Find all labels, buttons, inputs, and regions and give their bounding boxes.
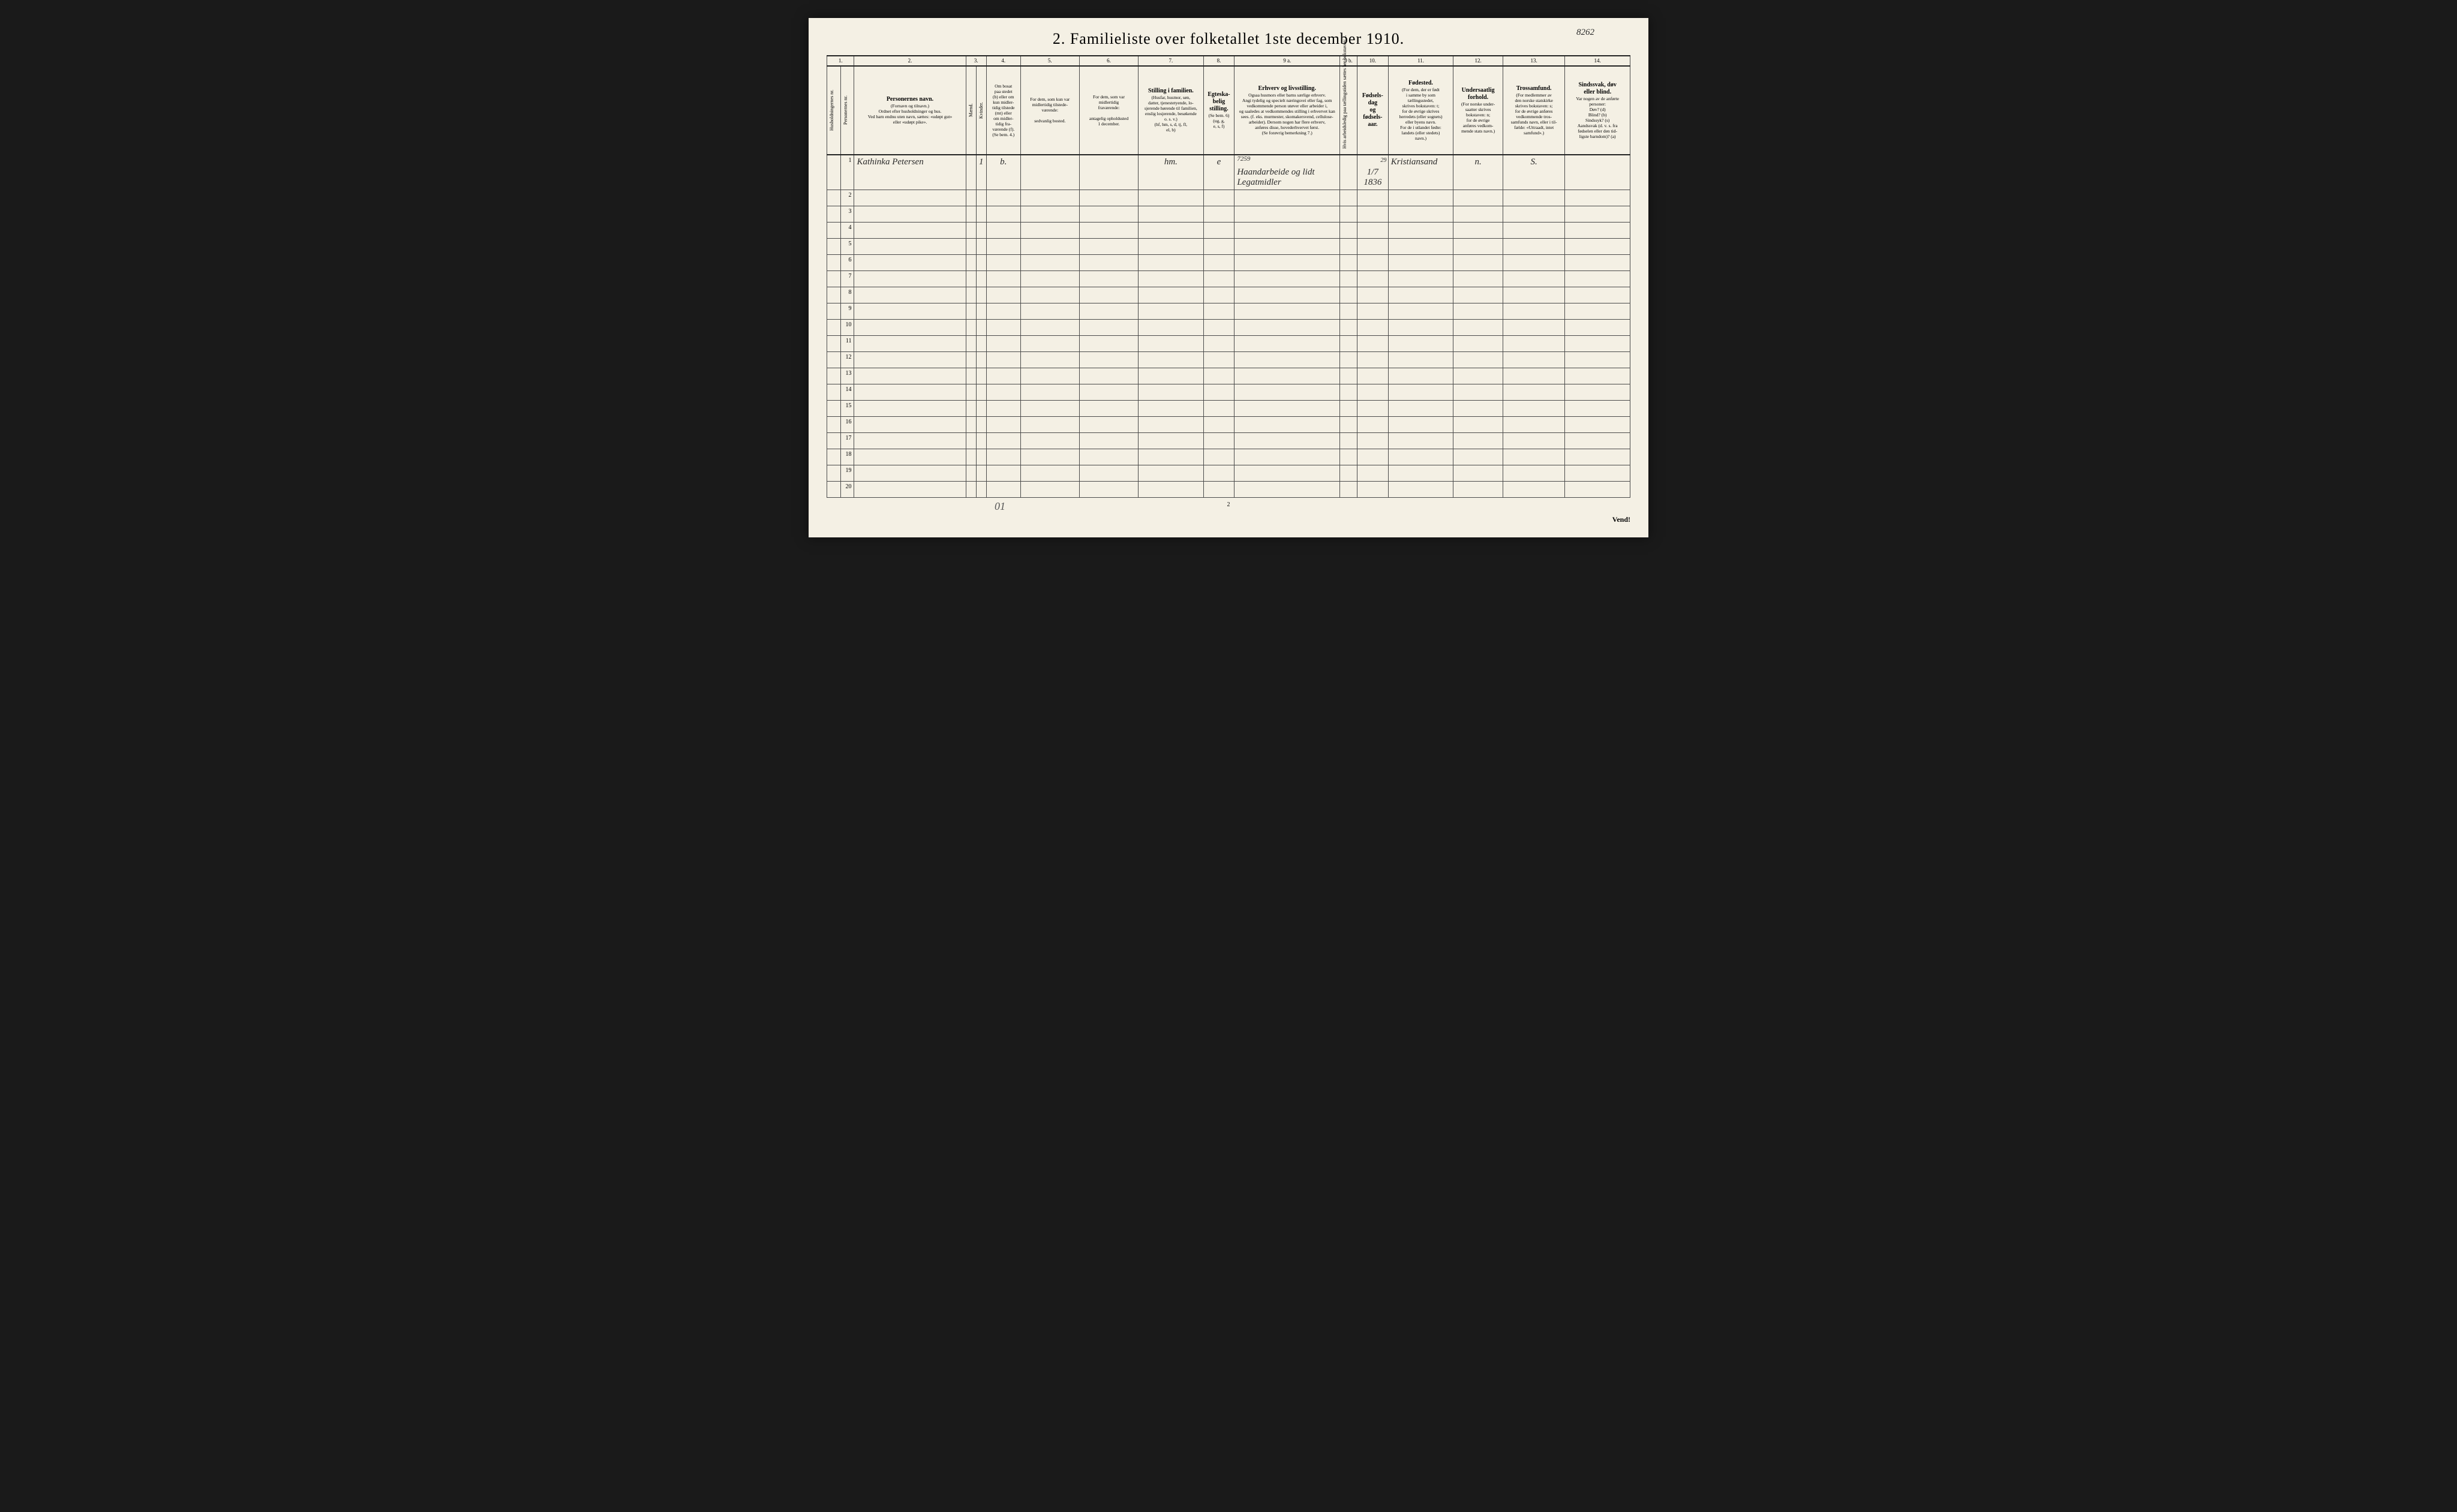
colnum: 1.: [827, 56, 854, 66]
table-row: 7: [827, 270, 1630, 287]
header-midl-tilstede: For dem, som kun var midlertidig tilsted…: [1020, 66, 1079, 155]
page-footer: 01 2 Vend!: [827, 501, 1630, 519]
table-row: 15: [827, 400, 1630, 416]
table-row: 11: [827, 335, 1630, 351]
colnum: 14.: [1565, 56, 1630, 66]
header-erhverv: Erhverv og livsstilling. Ogsaa husmors e…: [1234, 66, 1340, 155]
colnum: 6.: [1079, 56, 1138, 66]
cell-kjon-k: 1: [976, 155, 986, 190]
table-row: 17: [827, 432, 1630, 449]
header-sindssvak: Sindssvak, døv eller blind. Var nogen av…: [1565, 66, 1630, 155]
title-row: 2. Familieliste over folketallet 1ste de…: [827, 30, 1630, 48]
cell-name: Kathinka Petersen: [854, 155, 966, 190]
colnum: 8.: [1203, 56, 1234, 66]
colnum: 4.: [986, 56, 1020, 66]
colnum: 13.: [1503, 56, 1564, 66]
colnum: 12.: [1453, 56, 1503, 66]
colnum: 3.: [966, 56, 986, 66]
table-row: 19: [827, 465, 1630, 481]
table-row: 6: [827, 254, 1630, 270]
colnum: 9 a.: [1234, 56, 1340, 66]
page-number: 2: [1227, 501, 1230, 508]
vend-label: Vend!: [1612, 515, 1630, 524]
table-row: 13: [827, 368, 1630, 384]
table-row: 10: [827, 319, 1630, 335]
colnum: 2.: [854, 56, 966, 66]
table-row: 12: [827, 351, 1630, 368]
census-table: 1. 2. 3. 4. 5. 6. 7. 8. 9 a. 9 b. 10. 11…: [827, 55, 1630, 498]
colnum: 5.: [1020, 56, 1079, 66]
table-row: 14: [827, 384, 1630, 400]
header-person-nr: Personernes nr.: [840, 66, 854, 155]
cell-erhverv: 7259Haandarbeide og lidt Legatmidler: [1234, 155, 1340, 190]
table-row: 5: [827, 238, 1630, 254]
header-stilling-familien: Stilling i familien. (Husfar, husmor, sø…: [1139, 66, 1204, 155]
colnum: 11.: [1388, 56, 1453, 66]
cell-fodselsdato: 291/71836: [1357, 155, 1389, 190]
header-midl-fravaer: For dem, som var midlertidig fraværende:…: [1079, 66, 1138, 155]
document-page: 2. Familieliste over folketallet 1ste de…: [809, 18, 1648, 537]
cell-undersaat: n.: [1453, 155, 1503, 190]
header-navn: Personernes navn. (Fornavn og tilnavn.) …: [854, 66, 966, 155]
cell-stilling: hm.: [1139, 155, 1204, 190]
table-row: 20: [827, 481, 1630, 497]
header-trossamfund: Trossamfund. (For medlemmer av den norsk…: [1503, 66, 1564, 155]
header-undersaat: Undersaatlig forhold. (For norske under-…: [1453, 66, 1503, 155]
header-bosat: Om bosat paa stedet (b) eller om kun mid…: [986, 66, 1020, 155]
cell-trossamfund: S.: [1503, 155, 1564, 190]
colnum: 7.: [1139, 56, 1204, 66]
header-egteska: Egteska- belig stilling. (Se bem. 6) (ug…: [1203, 66, 1234, 155]
table-row: 9: [827, 303, 1630, 319]
page-title: 2. Familieliste over folketallet 1ste de…: [1053, 30, 1404, 47]
colnum: 10.: [1357, 56, 1389, 66]
handwritten-annotation-top: 8262: [1576, 28, 1594, 38]
column-number-row: 1. 2. 3. 4. 5. 6. 7. 8. 9 a. 9 b. 10. 11…: [827, 56, 1630, 66]
header-kjon-m: Mænd.: [966, 66, 976, 155]
header-husholdning: Husholdningernes nr.: [827, 66, 841, 155]
table-row: 18: [827, 449, 1630, 465]
table-row: 4: [827, 222, 1630, 238]
table-row: 3: [827, 206, 1630, 222]
header-kjon-k: Kvinder.: [976, 66, 986, 155]
cell-egteska: e: [1203, 155, 1234, 190]
table-body: 1Kathinka Petersen1b.hm.e7259Haandarbeid…: [827, 155, 1630, 498]
cell-fodested: Kristiansand: [1388, 155, 1453, 190]
cell-bosat: b.: [986, 155, 1020, 190]
header-row: Husholdningernes nr. Personernes nr. Per…: [827, 66, 1630, 155]
table-row: 8: [827, 287, 1630, 303]
header-arbeidsledig: Hvis arbeidsledig paa tællingstiden sætt…: [1340, 66, 1357, 155]
header-fodselsdato: Fødsels- dag og fødsels- aar.: [1357, 66, 1389, 155]
handwritten-annotation-bottom: 01: [995, 500, 1005, 513]
table-row: 16: [827, 416, 1630, 432]
table-row: 1Kathinka Petersen1b.hm.e7259Haandarbeid…: [827, 155, 1630, 190]
table-row: 2: [827, 190, 1630, 206]
header-fodested: Fødested. (For dem, der er født i samme …: [1388, 66, 1453, 155]
